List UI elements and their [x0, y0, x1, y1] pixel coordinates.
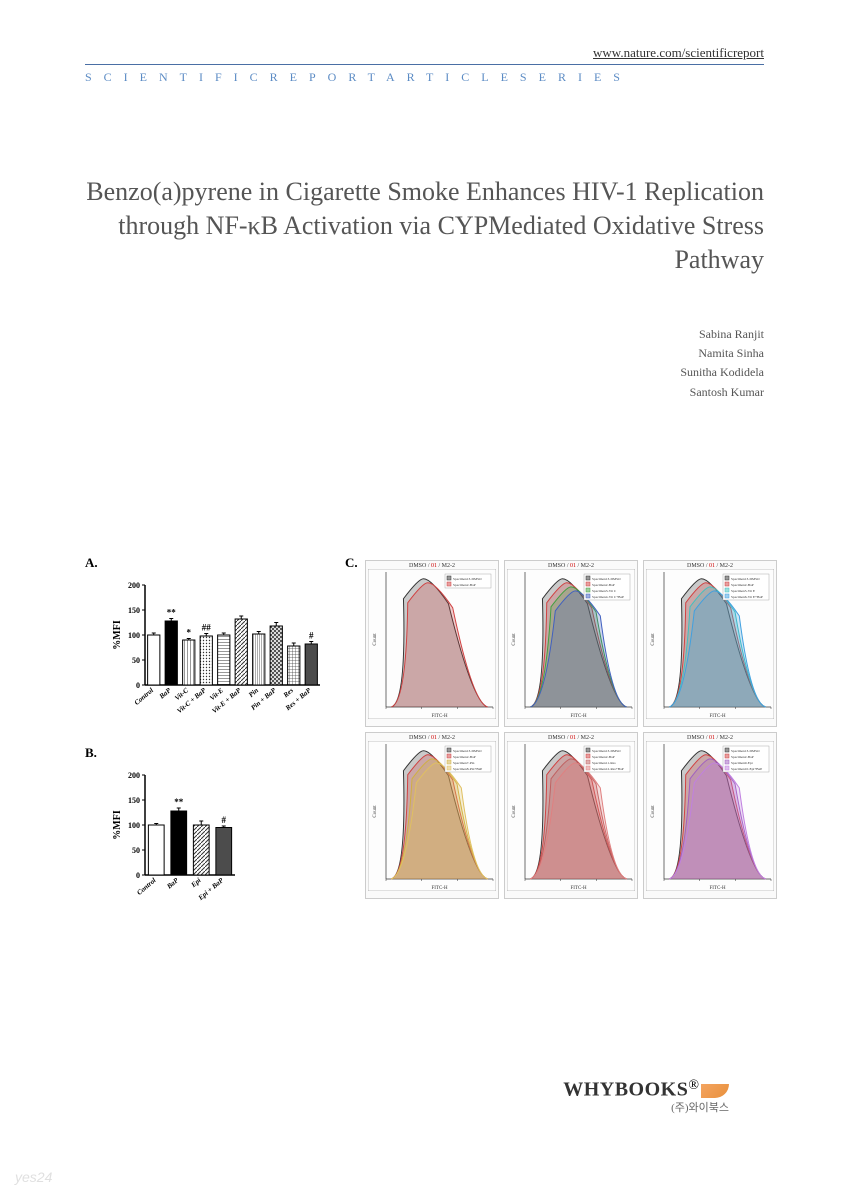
- svg-text:Specimen5-Vit E: Specimen5-Vit E: [731, 589, 755, 593]
- svg-text:200: 200: [128, 581, 140, 590]
- svg-text:FITC-H: FITC-H: [570, 714, 587, 719]
- svg-text:200: 200: [128, 771, 140, 780]
- logo-subtitle: (주)와이북스: [563, 1099, 729, 1115]
- svg-text:Specimen13-DMSO: Specimen13-DMSO: [453, 577, 482, 581]
- svg-text:Count: Count: [651, 633, 656, 646]
- svg-text:Specimen13-DMSO: Specimen13-DMSO: [592, 577, 621, 581]
- figure-area: A. 050100150200%MFIControl**BaP*Vit-C##V…: [85, 560, 764, 940]
- article-title: Benzo(a)pyrene in Cigarette Smoke Enhanc…: [85, 175, 764, 276]
- logo-text: WHYBOOKS: [563, 1078, 688, 1100]
- header-link[interactable]: www.nature.com/scientificreport: [593, 45, 764, 61]
- svg-text:Specimen12-Res+BaP: Specimen12-Res+BaP: [592, 767, 624, 771]
- svg-text:Specimen2-BaP: Specimen2-BaP: [453, 583, 476, 587]
- header-divider: [85, 64, 764, 65]
- series-text: SCIENTIFICREPORTARTICLESERIES: [85, 70, 764, 85]
- svg-text:BaP: BaP: [157, 686, 173, 701]
- svg-text:#: #: [309, 631, 314, 641]
- svg-text:Specimen8-Pin+BaP: Specimen8-Pin+BaP: [453, 767, 482, 771]
- svg-text:150: 150: [128, 606, 140, 615]
- svg-text:Specimen7-Pin: Specimen7-Pin: [453, 761, 475, 765]
- svg-text:##: ##: [202, 623, 212, 633]
- svg-text:Specimen13-DMSO: Specimen13-DMSO: [453, 749, 482, 753]
- svg-text:Specimen11-Res: Specimen11-Res: [592, 761, 616, 765]
- author: Santosh Kumar: [680, 383, 764, 402]
- svg-text:Count: Count: [373, 633, 378, 646]
- histogram-plot: Specimen13-DMSO Specimen2-BaP Specimen11-R…: [507, 741, 635, 896]
- svg-text:*: *: [187, 628, 192, 638]
- histogram-plot: Specimen13-DMSO Specimen2-BaP FITC-H Count: [368, 569, 496, 724]
- histogram-cell: DMSO / 01 / M2-2Specimen13-DMSOSpecimen2…: [643, 732, 777, 899]
- svg-text:BaP: BaP: [165, 876, 181, 891]
- svg-text:#: #: [222, 815, 227, 825]
- bar-chart-a: 050100150200%MFIControl**BaP*Vit-C##Vit-…: [110, 570, 325, 740]
- svg-text:Specimen6-Vit E+BaP: Specimen6-Vit E+BaP: [731, 595, 763, 599]
- watermark: yes24: [15, 1169, 52, 1185]
- svg-text:0: 0: [136, 871, 140, 880]
- svg-text:Specimen13-DMSO: Specimen13-DMSO: [731, 577, 760, 581]
- svg-text:100: 100: [128, 631, 140, 640]
- histogram-plot: Specimen13-DMSO Specimen2-BaP Specimen9-Ep…: [646, 741, 774, 896]
- author-list: Sabina Ranjit Namita Sinha Sunitha Kodid…: [680, 325, 764, 402]
- panel-c-label: C.: [345, 555, 358, 571]
- svg-text:Specimen2-BaP: Specimen2-BaP: [731, 583, 754, 587]
- svg-text:Specimen3-Vit C: Specimen3-Vit C: [592, 589, 617, 593]
- histogram-plot: Specimen13-DMSO Specimen2-BaP Specimen3-Vi…: [507, 569, 635, 724]
- publisher-logo: WHYBOOKS® (주)와이북스: [563, 1078, 729, 1115]
- figure-panel-b: B. 050100150200%MFIControl**BaPEpi#Epi +…: [85, 750, 255, 930]
- svg-text:0: 0: [136, 681, 140, 690]
- svg-text:FITC-H: FITC-H: [709, 886, 726, 891]
- svg-text:50: 50: [132, 656, 140, 665]
- panel-b-label: B.: [85, 745, 97, 761]
- svg-text:Specimen13-DMSO: Specimen13-DMSO: [592, 749, 621, 753]
- svg-text:50: 50: [132, 846, 140, 855]
- histogram-cell: DMSO / 01 / M2-2Specimen13-DMSOSpecimen2…: [643, 560, 777, 727]
- panel-a-label: A.: [85, 555, 98, 571]
- svg-text:150: 150: [128, 796, 140, 805]
- svg-text:%MFI: %MFI: [112, 620, 123, 650]
- histogram-cell: DMSO / 01 / M2-2Specimen13-DMSOSpecimen2…: [504, 560, 638, 727]
- svg-text:Specimen2-BaP: Specimen2-BaP: [592, 755, 615, 759]
- author: Sabina Ranjit: [680, 325, 764, 344]
- svg-text:Specimen2-BaP: Specimen2-BaP: [592, 583, 615, 587]
- svg-text:Count: Count: [512, 633, 517, 646]
- svg-text:%MFI: %MFI: [112, 810, 123, 840]
- svg-text:100: 100: [128, 821, 140, 830]
- histogram-grid: DMSO / 01 / M2-2Specimen13-DMSOSpecimen2…: [365, 560, 765, 899]
- bar-chart-b: 050100150200%MFIControl**BaPEpi#Epi + Ba…: [110, 760, 255, 930]
- svg-text:Specimen2-BaP: Specimen2-BaP: [731, 755, 754, 759]
- svg-text:FITC-H: FITC-H: [709, 714, 726, 719]
- histogram-plot: Specimen13-DMSO Specimen2-BaP Specimen5-Vi…: [646, 569, 774, 724]
- svg-text:Specimen9-Epi: Specimen9-Epi: [731, 761, 753, 765]
- histogram-plot: Specimen13-DMSO Specimen2-BaP Specimen7-Pi…: [368, 741, 496, 896]
- logo-swoosh-icon: [701, 1084, 729, 1098]
- author: Sunitha Kodidela: [680, 363, 764, 382]
- logo-registered: ®: [688, 1078, 699, 1093]
- svg-text:Specimen10-Epi+BaP: Specimen10-Epi+BaP: [731, 767, 762, 771]
- svg-text:Epi: Epi: [189, 876, 203, 889]
- svg-text:Count: Count: [373, 805, 378, 818]
- svg-text:Specimen4-Vit C+BaP: Specimen4-Vit C+BaP: [592, 595, 624, 599]
- svg-text:FITC-H: FITC-H: [431, 886, 448, 891]
- figure-panel-a: A. 050100150200%MFIControl**BaP*Vit-C##V…: [85, 560, 325, 740]
- svg-text:**: **: [174, 797, 184, 807]
- histogram-cell: DMSO / 01 / M2-2Specimen13-DMSOSpecimen2…: [365, 732, 499, 899]
- svg-text:Count: Count: [512, 805, 517, 818]
- svg-text:Specimen13-DMSO: Specimen13-DMSO: [731, 749, 760, 753]
- histogram-cell: DMSO / 01 / M2-2Specimen13-DMSOSpecimen2…: [504, 732, 638, 899]
- svg-text:FITC-H: FITC-H: [431, 714, 448, 719]
- svg-text:**: **: [167, 608, 177, 618]
- author: Namita Sinha: [680, 344, 764, 363]
- figure-panel-c: C. DMSO / 01 / M2-2Specimen13-DMSOSpecim…: [345, 560, 765, 899]
- svg-text:Count: Count: [651, 805, 656, 818]
- svg-text:Specimen2-BaP: Specimen2-BaP: [453, 755, 476, 759]
- svg-text:Epi + BaP: Epi + BaP: [196, 876, 225, 903]
- svg-text:FITC-H: FITC-H: [570, 886, 587, 891]
- histogram-cell: DMSO / 01 / M2-2Specimen13-DMSOSpecimen2…: [365, 560, 499, 727]
